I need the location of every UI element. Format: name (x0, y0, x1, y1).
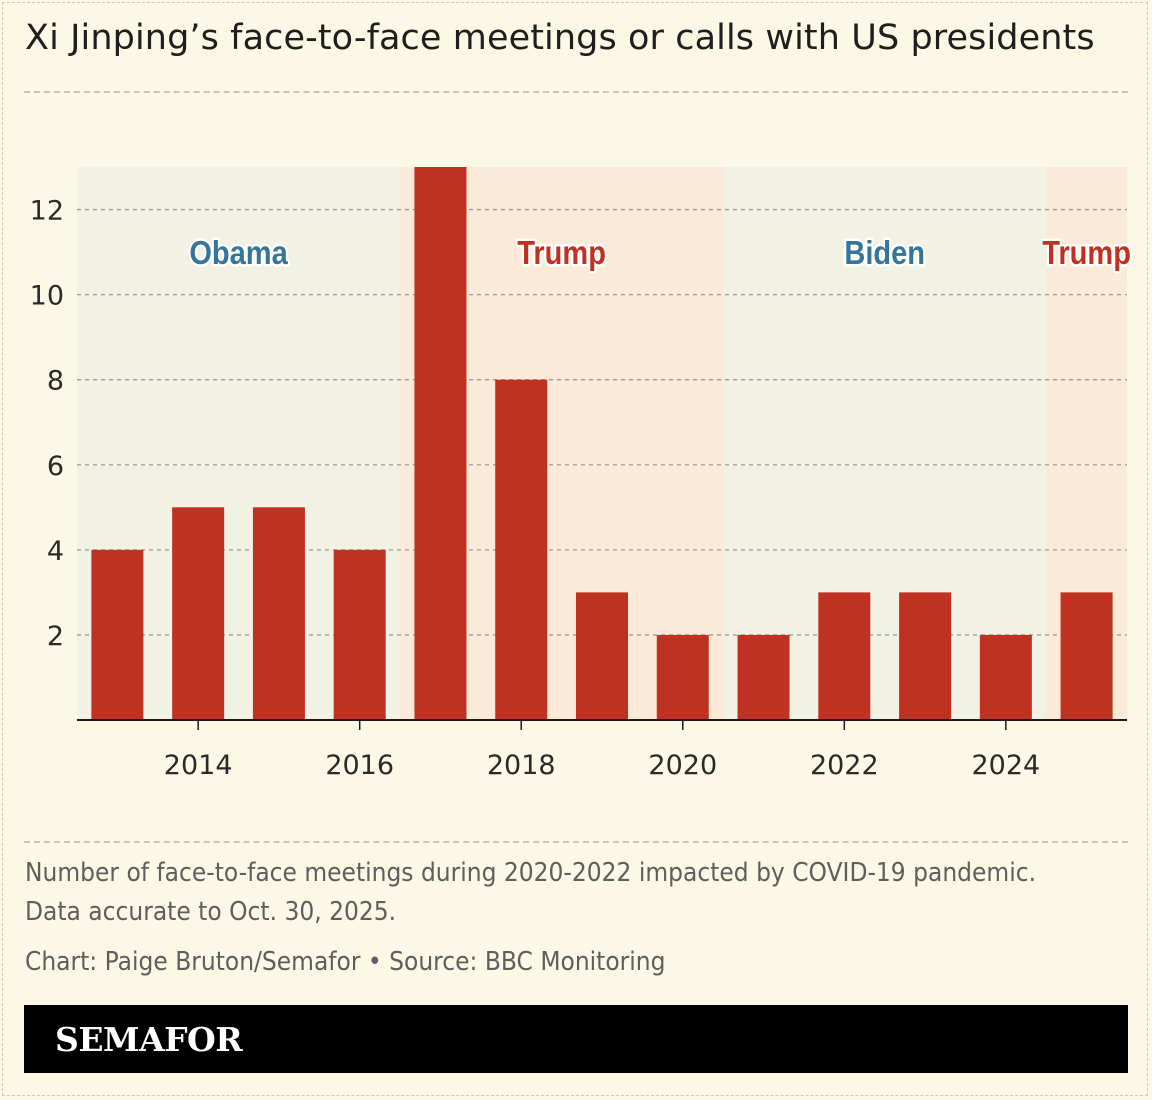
x-tick-label-2014: 2014 (164, 750, 233, 781)
note-date: Data accurate to Oct. 30, 2025. (25, 897, 397, 927)
bar-2013 (91, 549, 144, 720)
y-tick-label-4: 4 (47, 536, 64, 567)
x-tick-label-2018: 2018 (487, 750, 556, 781)
y-tick-label-8: 8 (47, 366, 64, 397)
bar-2019 (576, 592, 628, 720)
y-tick-label-2: 2 (47, 621, 64, 652)
bar-2018 (495, 379, 548, 720)
bar-2022 (818, 592, 871, 720)
bar-2017 (414, 167, 467, 720)
x-tick-label-2016: 2016 (325, 750, 394, 781)
title-divider (24, 91, 1128, 93)
period-band-biden-3 (723, 167, 1047, 720)
bar-2024 (979, 634, 1032, 720)
bar-chart: 2 4 6 8 10 12 Obama Trump Biden Trump 2014 2016 2018… (30, 167, 1133, 781)
period-label-trump-4: Trump (1042, 234, 1131, 271)
x-tick-label-2020: 2020 (648, 750, 717, 781)
x-tick-label-2024: 2024 (971, 750, 1040, 781)
period-label-trump-2: Trump (517, 234, 606, 271)
chart-credit: Chart: Paige Bruton/Semafor • Source: BB… (25, 947, 666, 977)
bar-2015 (252, 507, 305, 720)
y-tick-label-10: 10 (30, 281, 64, 312)
y-tick-label-6: 6 (47, 451, 64, 482)
notes-divider (24, 841, 1128, 843)
note-covid: Number of face-to-face meetings during 2… (25, 858, 1037, 888)
bar-2014 (172, 507, 225, 720)
bar-2021 (737, 634, 790, 720)
footer-bar: SEMAFOR (24, 1005, 1128, 1073)
semafor-logo: SEMAFOR (55, 1020, 243, 1059)
period-label-obama-1: Obama (189, 234, 288, 271)
x-tick-label-2022: 2022 (810, 750, 879, 781)
y-tick-label-12: 12 (30, 196, 64, 227)
period-label-biden-3: Biden (844, 234, 925, 271)
bar-2025 (1060, 592, 1113, 720)
chart-title: Xi Jinping’s face-to-face meetings or ca… (25, 18, 1095, 58)
bar-2016 (333, 549, 386, 720)
bar-2020 (656, 634, 709, 720)
bar-2023 (899, 592, 952, 720)
